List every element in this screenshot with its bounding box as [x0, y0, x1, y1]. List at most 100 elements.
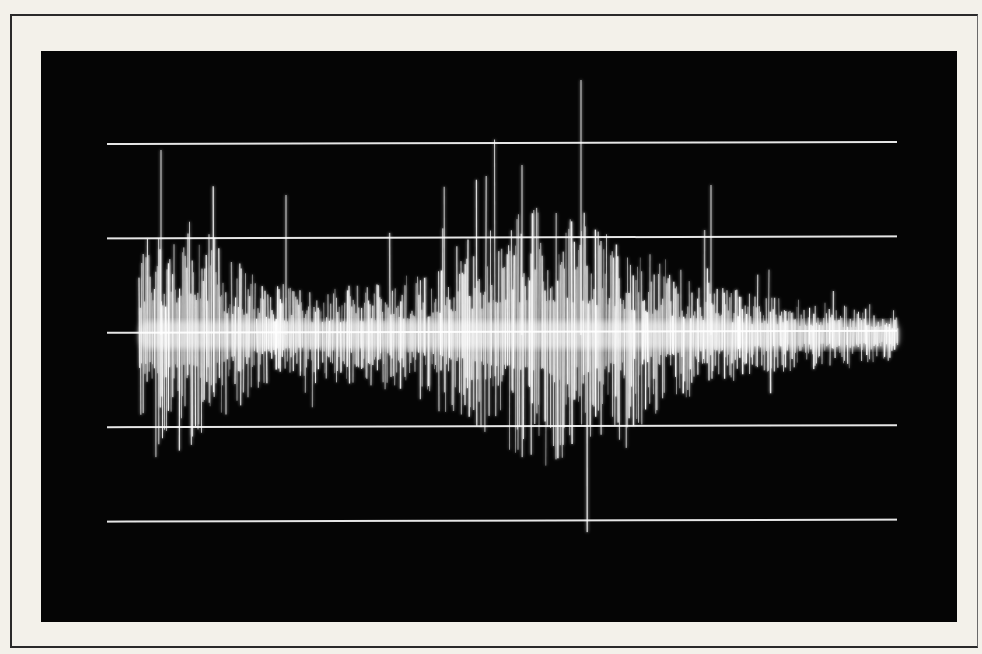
trace-spike: [895, 317, 898, 344]
photo-border: [10, 14, 978, 648]
trace-spike: [290, 314, 293, 358]
trace-spike: [151, 292, 153, 379]
trace-spike: [201, 268, 203, 433]
trace-spike: [540, 242, 542, 369]
trace-spike: [265, 316, 268, 384]
trace-spike: [718, 315, 721, 354]
graticule-line: [106, 518, 898, 523]
trace-spike: [534, 269, 536, 425]
oscilloscope-display: [106, 80, 899, 533]
trace-spike: [811, 325, 814, 355]
trace-spike: [309, 292, 311, 350]
trace-spike: [274, 321, 277, 355]
trace-spike: [310, 321, 313, 361]
graticule-line: [106, 424, 898, 429]
trace-spike: [739, 296, 742, 348]
trace-spike: [509, 250, 511, 450]
trace-spike: [165, 269, 168, 431]
trace-spike: [665, 283, 668, 358]
trace-spike: [256, 318, 258, 353]
trace-spike: [248, 296, 251, 358]
trace-spike: [680, 310, 683, 358]
trace-spike: [721, 288, 724, 351]
trace-spike: [194, 294, 197, 427]
trace-spike: [429, 316, 431, 392]
graticule-line: [106, 141, 898, 145]
trace-spike: [709, 293, 712, 356]
trace-spike: [445, 297, 448, 365]
trace-spike: [767, 269, 770, 371]
trace-spike: [138, 277, 141, 368]
oscilloscope-screen: [41, 51, 957, 622]
trace-spike: [835, 310, 838, 348]
trace-spike: [548, 300, 551, 374]
trace-spike: [778, 298, 780, 346]
trace-spike: [497, 251, 500, 386]
trace-spike: [829, 317, 832, 366]
trace-spike: [202, 280, 205, 402]
trace-spike: [659, 304, 662, 356]
trace-spike: [336, 311, 339, 372]
trace-spike: [452, 297, 455, 412]
trace-spike: [652, 313, 654, 395]
trace-spike: [230, 261, 233, 357]
trace-spike: [701, 316, 703, 364]
trace-spike: [570, 221, 573, 445]
trace-spike: [779, 315, 782, 347]
trace-spike: [668, 274, 671, 356]
trace-spike: [694, 311, 696, 357]
trace-spike: [219, 296, 221, 365]
trace-spike: [872, 326, 874, 363]
trace-spike: [205, 254, 208, 382]
trace-spike: [615, 244, 618, 397]
trace-spike: [186, 267, 188, 379]
trace-spike: [254, 283, 256, 351]
trace-spike: [782, 322, 785, 372]
trace-spike: [392, 313, 395, 377]
trace-spike: [332, 293, 335, 351]
trace-spike: [391, 290, 393, 359]
trace-spike: [417, 276, 419, 352]
trace-spike: [207, 300, 209, 368]
trace-spike: [359, 320, 362, 349]
trace-spike: [541, 255, 544, 369]
trace-spike: [781, 311, 783, 366]
trace-spike: [636, 266, 638, 420]
trace-spike: [218, 248, 221, 378]
trace-spike: [466, 239, 469, 389]
trace-spike: [569, 219, 571, 436]
trace-spike: [234, 297, 237, 385]
trace-spike: [855, 326, 857, 344]
trace-spike: [883, 324, 886, 357]
trace-spike: [422, 302, 425, 353]
trace-spike: [537, 212, 539, 405]
trace-spike: [646, 312, 649, 363]
trace-spike: [657, 273, 660, 364]
trace-spike: [851, 320, 854, 354]
trace-spike: [513, 255, 515, 369]
trace-spike: [839, 315, 841, 353]
trace-spike: [293, 291, 295, 356]
waveform-trace: [138, 80, 899, 533]
trace-spike: [195, 299, 198, 367]
trace-spike: [203, 268, 206, 400]
trace-spike: [772, 309, 775, 347]
trace-spike: [380, 299, 382, 354]
trace-spike: [267, 294, 270, 350]
trace-spike: [284, 320, 286, 369]
trace-spike: [363, 302, 365, 359]
trace-spike: [281, 303, 284, 357]
trace-spike: [276, 286, 279, 349]
trace-spike: [545, 300, 547, 466]
trace-spike: [394, 288, 396, 386]
trace-spike: [156, 266, 159, 374]
trace-spike: [608, 298, 611, 373]
trace-spike: [867, 324, 869, 363]
trace-spike: [693, 315, 695, 377]
trace-spike: [853, 309, 856, 347]
trace-spike: [341, 305, 343, 372]
trace-spike: [348, 285, 351, 384]
trace-spike: [431, 288, 433, 365]
trace-spike: [415, 283, 417, 360]
